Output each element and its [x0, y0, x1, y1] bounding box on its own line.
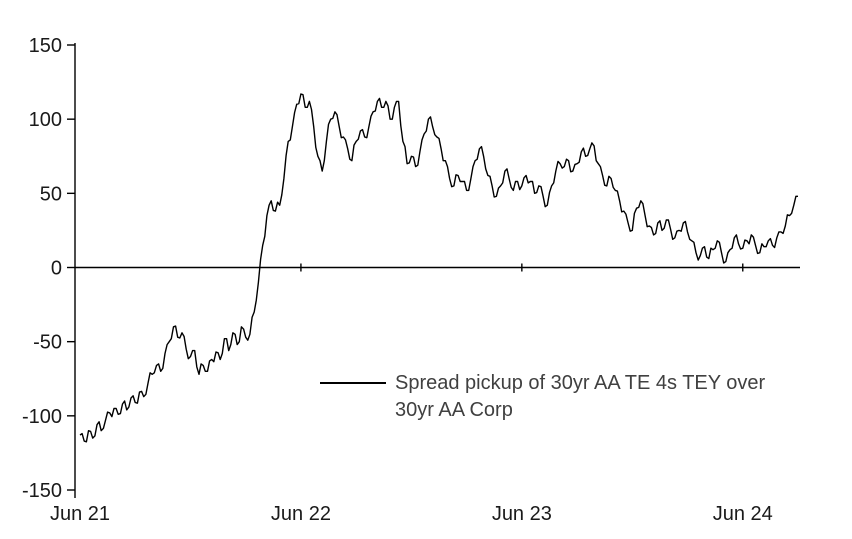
x-tick-label: Jun 22: [271, 503, 331, 525]
legend-label-line1: Spread pickup of 30yr AA TE 4s TEY over: [395, 372, 766, 394]
y-tick-label: -150: [22, 480, 62, 502]
y-tick-label: 100: [29, 109, 62, 131]
y-tick-label: -100: [22, 406, 62, 428]
y-tick-label: 0: [51, 258, 62, 280]
legend-label: Spread pickup of 30yr AA TE 4s TEY over …: [395, 370, 765, 424]
legend-line-sample: [320, 382, 386, 384]
y-tick-label: 150: [29, 35, 62, 57]
y-tick-label: 50: [40, 183, 62, 205]
series-line-spread-pickup: [79, 93, 798, 443]
legend-label-line2: 30yr AA Corp: [395, 399, 513, 421]
x-tick-label: Jun 24: [713, 503, 773, 525]
x-tick-label: Jun 23: [492, 503, 552, 525]
x-tick-label: Jun 21: [50, 503, 110, 525]
y-tick-label: -50: [33, 332, 62, 354]
legend: Spread pickup of 30yr AA TE 4s TEY over …: [320, 370, 765, 424]
